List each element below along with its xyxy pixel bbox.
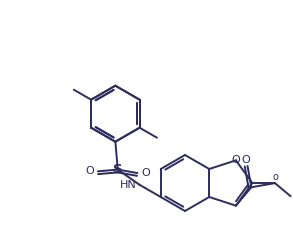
Text: O: O [241,155,250,165]
Text: o: o [272,172,278,182]
Text: O: O [231,155,240,165]
Text: S: S [113,163,122,176]
Text: HN: HN [120,181,137,190]
Text: O: O [85,166,94,176]
Text: O: O [142,168,150,178]
